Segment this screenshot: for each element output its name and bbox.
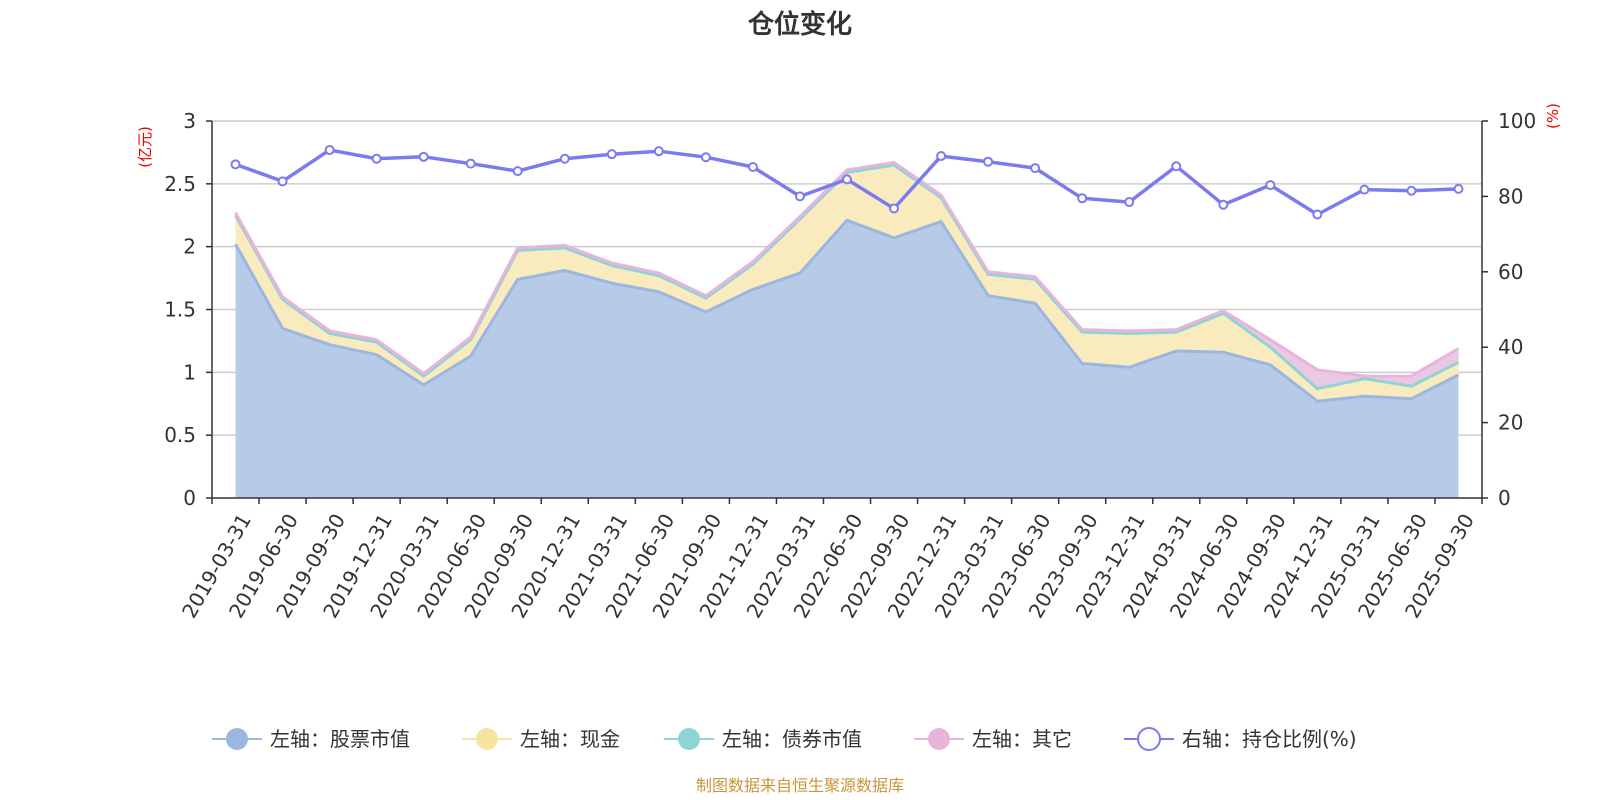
holding-ratio-point <box>936 151 947 162</box>
series-line-3 <box>234 161 1460 378</box>
legend: 左轴：股票市值 左轴：现金 左轴：债券市值 左轴：其它 右轴：持仓比例(%) <box>212 727 1357 751</box>
right-axis-tick-label: 20 <box>1498 411 1523 435</box>
right-axis-tick-label: 80 <box>1498 184 1523 208</box>
left-axis-tick-label: 1 <box>183 360 196 384</box>
left-axis-tick-label: 0 <box>183 486 196 510</box>
left-axis-tick-label: 0.5 <box>164 423 196 447</box>
holding-ratio-point <box>842 174 852 185</box>
legend-label-4: 右轴：持仓比例(%) <box>1182 727 1357 751</box>
holding-ratio-point <box>889 203 900 214</box>
holding-ratio-point <box>747 161 758 172</box>
holding-ratio-point <box>465 158 476 169</box>
holding-ratio-point <box>606 149 617 160</box>
holding-ratio-point <box>983 156 994 167</box>
legend-marker-4 <box>1137 727 1161 751</box>
legend-label-0: 左轴：股票市值 <box>270 727 410 751</box>
legend-marker-3 <box>928 728 950 750</box>
holding-ratio-point <box>371 153 382 164</box>
holding-ratio-point <box>1124 197 1135 208</box>
legend-marker-0 <box>226 728 248 750</box>
holding-ratio-point <box>324 145 335 156</box>
legend-marker-1 <box>476 728 498 750</box>
holding-ratio-point <box>1077 193 1088 204</box>
right-axis-tick-label: 60 <box>1498 260 1523 284</box>
left-axis-tick-label: 2.5 <box>164 172 196 196</box>
left-axis-tick-label: 3 <box>183 109 196 133</box>
holding-ratio-point <box>230 159 241 170</box>
area-1 <box>235 165 1459 402</box>
holding-ratio-point <box>1218 199 1229 210</box>
holding-ratio-point <box>512 166 523 177</box>
series-line-0 <box>234 218 1460 403</box>
holding-ratio-point <box>1406 185 1417 196</box>
right-axis-tick-label: 40 <box>1498 335 1523 359</box>
legend-label-2: 左轴：债券市值 <box>722 727 862 751</box>
holding-ratio-point <box>1171 161 1182 172</box>
right-axis-tick-label: 100 <box>1498 109 1536 133</box>
left-axis-unit: (亿元) <box>136 126 154 168</box>
left-axis-tick-label: 1.5 <box>164 298 196 322</box>
right-axis-unit: (%) <box>1544 103 1562 129</box>
data-source-note: 制图数据来自恒生聚源数据库 <box>696 776 904 795</box>
area-0 <box>235 220 1459 499</box>
holding-ratio-point <box>794 191 805 202</box>
holding-ratio-point <box>1265 180 1276 191</box>
holding-ratio-point <box>418 151 429 162</box>
holding-ratio-point <box>700 152 711 163</box>
holding-ratio-point <box>559 153 570 164</box>
holding-ratio-point <box>1312 209 1323 220</box>
holding-ratio-point <box>1359 184 1370 195</box>
stacked-areas <box>235 162 1459 499</box>
chart-title: 仓位变化 <box>747 9 852 40</box>
series-line-2 <box>234 163 1460 391</box>
legend-label-3: 左轴：其它 <box>972 727 1072 751</box>
right-axis-tick-label: 0 <box>1498 486 1511 510</box>
holding-ratio-point <box>1453 183 1464 194</box>
legend-label-1: 左轴：现金 <box>520 727 620 751</box>
series-lines <box>230 145 1464 403</box>
holding-ratio-point <box>653 146 664 157</box>
left-axis-tick-label: 2 <box>183 235 196 259</box>
legend-marker-2 <box>678 728 700 750</box>
holding-ratio-point <box>277 176 288 187</box>
holding-ratio-point <box>1030 163 1041 174</box>
